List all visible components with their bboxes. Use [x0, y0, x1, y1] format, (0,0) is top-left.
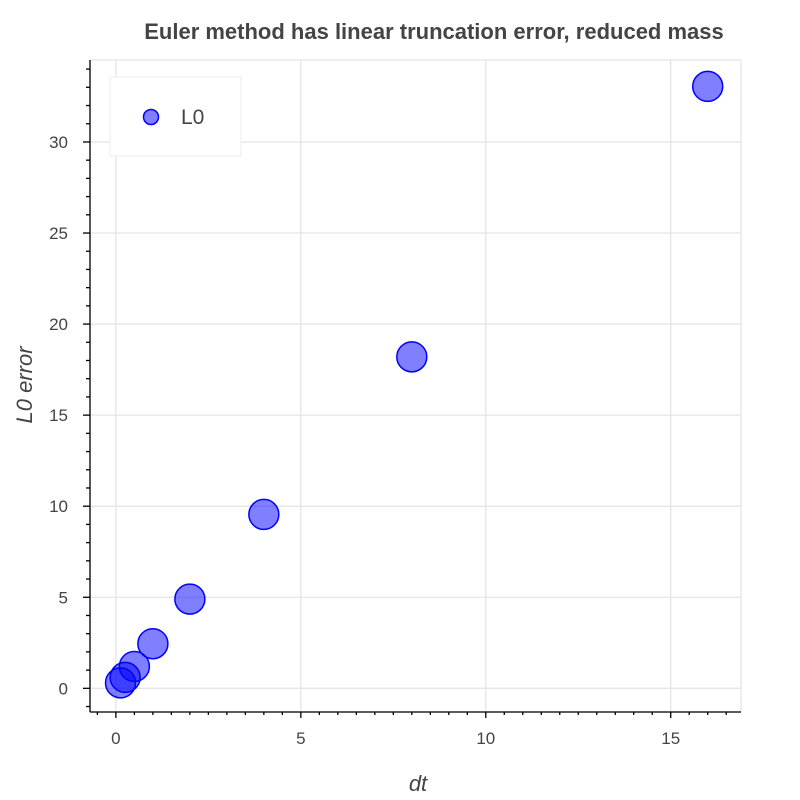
data-point [248, 498, 280, 531]
y-tick-label: 20 [49, 315, 68, 334]
legend-label-l0: L0 [181, 106, 204, 129]
y-tick-label: 15 [49, 406, 68, 425]
y-tick-label: 30 [49, 133, 68, 152]
y-tick-label: 5 [59, 588, 68, 607]
x-tick-label: 10 [476, 729, 495, 748]
data-points [104, 70, 724, 699]
x-tick-label: 0 [111, 729, 120, 748]
y-tick-label: 25 [49, 224, 68, 243]
x-tick-label: 15 [661, 729, 680, 748]
legend-box [109, 76, 242, 157]
legend: L0 [109, 76, 242, 157]
x-tick-label: 5 [296, 729, 305, 748]
legend-marker [142, 108, 160, 126]
y-tick-label: 0 [59, 679, 68, 698]
data-point [118, 650, 151, 683]
chart-title: Euler method has linear truncation error… [144, 19, 724, 44]
y-axis-label: L0 error [12, 345, 37, 424]
data-point [174, 583, 206, 615]
data-point [691, 70, 724, 103]
x-axis-label: dt [409, 771, 428, 796]
data-point [137, 627, 169, 660]
axes: 0 5 10 15 0 5 10 15 20 25 30 [49, 60, 741, 748]
data-point [396, 341, 428, 373]
y-tick-label: 10 [49, 497, 68, 516]
